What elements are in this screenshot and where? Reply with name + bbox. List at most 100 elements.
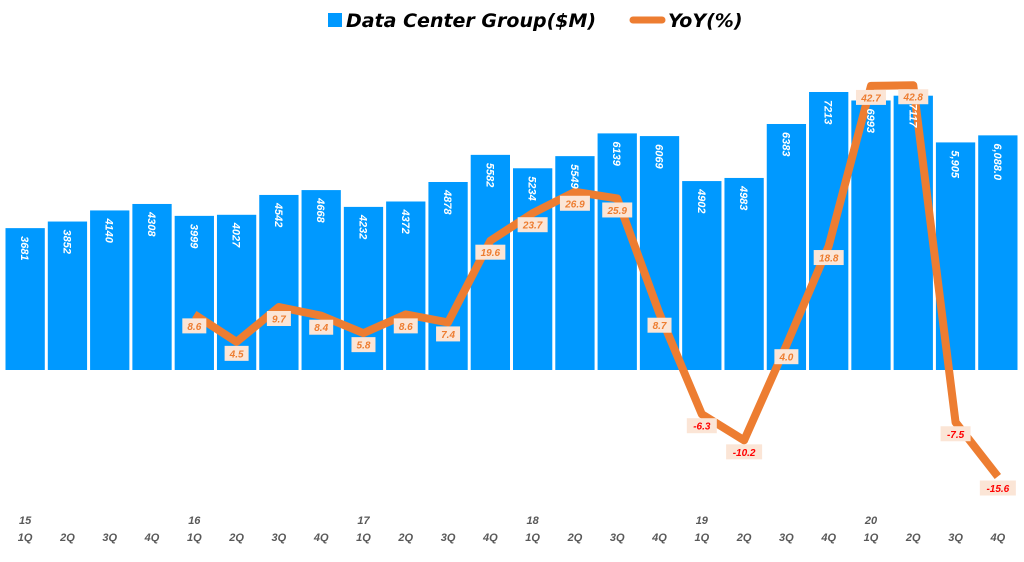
bar-value-label: 5234 bbox=[526, 176, 538, 200]
yoy-value-label: 8.6 bbox=[187, 322, 201, 333]
yoy-label-box bbox=[475, 244, 506, 260]
bar-value-label: 5582 bbox=[483, 163, 495, 187]
bar-value-label: 4668 bbox=[314, 197, 326, 223]
bar bbox=[978, 135, 1018, 370]
yoy-value-label: 19.6 bbox=[481, 248, 501, 259]
bar-value-label: 6993 bbox=[864, 108, 876, 132]
bar bbox=[47, 221, 88, 370]
yoy-label-box bbox=[182, 318, 207, 334]
x-tick-quarter: 4Q bbox=[651, 532, 667, 544]
bar-value-label: 4308 bbox=[145, 211, 157, 237]
yoy-value-label: -6.3 bbox=[693, 422, 711, 433]
bar-value-label: 4027 bbox=[230, 222, 242, 248]
yoy-label-box bbox=[979, 480, 1016, 496]
x-tick-quarter: 2Q bbox=[228, 532, 244, 544]
yoy-value-label: 5.8 bbox=[357, 341, 371, 352]
yoy-label-box bbox=[559, 195, 590, 211]
x-tick-quarter: 1Q bbox=[187, 532, 202, 544]
x-tick-quarter: 3Q bbox=[610, 532, 625, 544]
x-tick-quarter: 4Q bbox=[990, 532, 1006, 544]
bar bbox=[513, 168, 553, 370]
x-tick-quarter: 4Q bbox=[313, 532, 329, 544]
bar-value-label: 3852 bbox=[60, 230, 72, 254]
x-tick-quarter: 2Q bbox=[905, 532, 921, 544]
yoy-label-box bbox=[813, 250, 844, 266]
bar-value-label: 6139 bbox=[610, 141, 622, 166]
yoy-value-label: 42.7 bbox=[860, 93, 881, 104]
x-tick-quarter: 2Q bbox=[736, 532, 752, 544]
yoy-value-label: 4.5 bbox=[229, 349, 244, 360]
x-tick-quarter: 2Q bbox=[397, 532, 413, 544]
bar bbox=[174, 215, 214, 370]
yoy-value-label: 9.7 bbox=[272, 315, 286, 326]
x-tick-quarter: 1Q bbox=[356, 532, 371, 544]
yoy-label-box bbox=[309, 319, 334, 335]
bar-value-label: 4983 bbox=[737, 185, 749, 210]
bar bbox=[724, 177, 764, 370]
yoy-label-box bbox=[602, 202, 633, 218]
bar-value-label: 5549 bbox=[568, 164, 580, 189]
yoy-label-box bbox=[940, 426, 971, 442]
legend-label-bar: Data Center Group($M) bbox=[346, 10, 596, 32]
yoy-label-box bbox=[351, 337, 376, 353]
x-tick-year: 19 bbox=[696, 515, 709, 527]
x-tick-year: 16 bbox=[188, 515, 201, 527]
x-tick-quarter: 4Q bbox=[820, 532, 836, 544]
yoy-value-label: -7.5 bbox=[947, 430, 965, 441]
legend-label-line: YoY(%) bbox=[668, 10, 743, 32]
x-tick-quarter: 1Q bbox=[525, 532, 540, 544]
yoy-value-label: 8.7 bbox=[653, 321, 667, 332]
yoy-label-box bbox=[224, 345, 249, 361]
x-tick-year: 17 bbox=[357, 515, 370, 527]
x-tick-quarter: 3Q bbox=[272, 532, 287, 544]
x-tick-quarter: 1Q bbox=[18, 532, 33, 544]
bar-value-label: 6,088.0 bbox=[991, 143, 1003, 181]
yoy-value-label: 42.8 bbox=[903, 93, 924, 104]
yoy-value-label: 7.4 bbox=[441, 330, 455, 341]
yoy-label-box bbox=[686, 418, 717, 434]
yoy-value-label: 4.0 bbox=[778, 353, 793, 364]
bar bbox=[893, 95, 933, 370]
yoy-value-label: 23.7 bbox=[522, 221, 543, 232]
x-tick-quarter: 1Q bbox=[694, 532, 709, 544]
bar-value-label: 6069 bbox=[653, 144, 665, 169]
bar-value-label: 4902 bbox=[695, 188, 707, 213]
x-tick-quarter: 3Q bbox=[441, 532, 456, 544]
yoy-label-box bbox=[517, 217, 548, 233]
yoy-value-label: 25.9 bbox=[606, 206, 627, 217]
yoy-value-label: 26.9 bbox=[564, 199, 585, 210]
yoy-value-label: -10.2 bbox=[733, 448, 756, 459]
bar-value-label: 4542 bbox=[272, 202, 284, 227]
yoy-label-box bbox=[266, 311, 291, 327]
x-tick-quarter: 1Q bbox=[864, 532, 879, 544]
bar bbox=[301, 190, 341, 370]
yoy-label-box bbox=[647, 317, 672, 333]
bar-value-label: 4878 bbox=[441, 189, 453, 215]
yoy-label-box bbox=[726, 444, 763, 460]
bar-value-label: 7117 bbox=[906, 104, 918, 129]
x-tick-year: 20 bbox=[864, 515, 878, 527]
yoy-label-box bbox=[436, 326, 461, 342]
bar-value-label: 5,905 bbox=[949, 150, 961, 178]
bar-value-label: 6383 bbox=[779, 132, 791, 156]
yoy-label-box bbox=[774, 349, 799, 365]
x-tick-quarter: 3Q bbox=[102, 532, 117, 544]
bar bbox=[5, 228, 45, 370]
bar bbox=[132, 203, 172, 370]
x-tick-quarter: 2Q bbox=[567, 532, 583, 544]
yoy-value-label: -15.6 bbox=[986, 484, 1009, 495]
bar-value-label: 3999 bbox=[187, 224, 199, 249]
bar-value-label: 4372 bbox=[399, 208, 411, 233]
bar bbox=[597, 133, 637, 370]
yoy-value-label: 8.4 bbox=[314, 323, 328, 334]
x-tick-year: 15 bbox=[19, 515, 32, 527]
bar-value-label: 4232 bbox=[356, 214, 368, 239]
x-tick-quarter: 3Q bbox=[779, 532, 794, 544]
legend-swatch-bar bbox=[328, 13, 342, 27]
bar bbox=[90, 210, 130, 370]
x-tick-quarter: 4Q bbox=[144, 532, 160, 544]
x-tick-quarter: 3Q bbox=[948, 532, 963, 544]
bar bbox=[259, 194, 299, 370]
bar bbox=[386, 201, 426, 370]
